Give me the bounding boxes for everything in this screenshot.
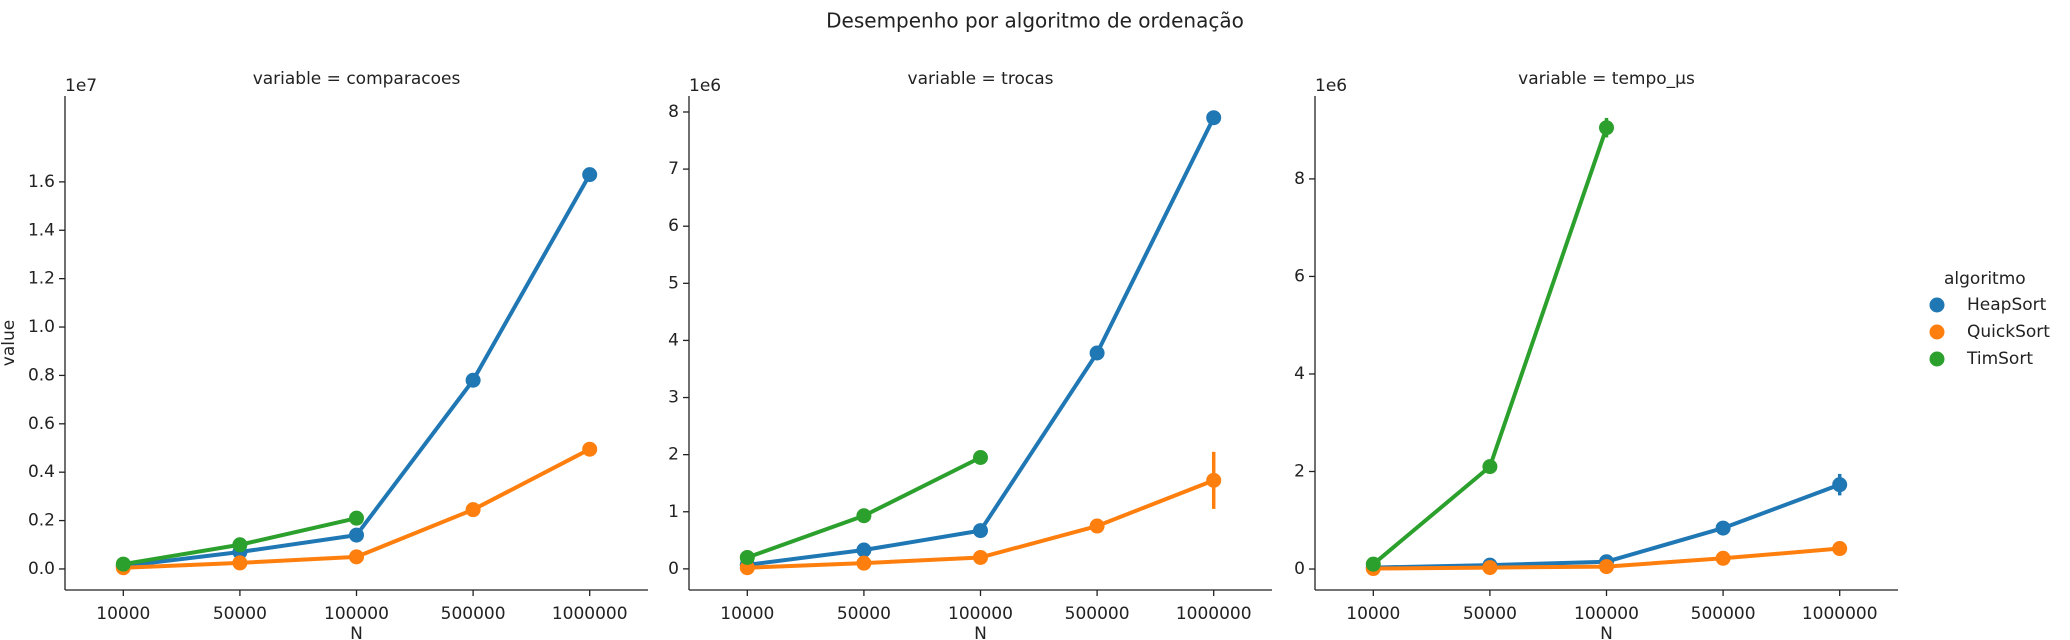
point: [1089, 345, 1105, 361]
y-tick-label: 1.0: [28, 317, 55, 337]
point: [856, 542, 872, 558]
x-tick-label: 1000000: [1176, 604, 1252, 624]
point: [1365, 556, 1381, 572]
point: [1832, 477, 1848, 493]
series-line: [747, 116, 1216, 567]
y-tick-label: 6: [668, 216, 679, 236]
point: [582, 441, 598, 457]
x-tick-label: 10000: [1346, 604, 1400, 624]
x-tick-label: 50000: [1463, 604, 1517, 624]
x-tick-label: 100000: [1574, 604, 1639, 624]
figure-title: Desempenho por algoritmo de ordenação: [826, 9, 1244, 33]
offset-label: 1e6: [689, 76, 721, 96]
y-tick-label: 0.8: [28, 365, 55, 385]
point: [1482, 459, 1498, 475]
y-tick-label: 7: [668, 159, 679, 179]
point: [232, 537, 248, 553]
point: [1599, 559, 1614, 575]
x-tick-label: 10000: [96, 604, 150, 624]
legend-marker: [1929, 297, 1945, 313]
y-tick-label: 0.2: [28, 511, 55, 531]
y-tick-label: 4: [1294, 364, 1305, 384]
legend-marker: [1929, 351, 1945, 367]
point: [739, 560, 755, 576]
y-tick-label: 1.4: [28, 220, 55, 240]
y-tick-label: 2: [668, 445, 679, 465]
x-axis-label: N: [974, 624, 987, 640]
point: [1715, 520, 1731, 536]
x-tick-label: 10000: [720, 604, 774, 624]
point: [232, 555, 248, 571]
x-tick-label: 500000: [1691, 604, 1756, 624]
x-tick-label: 50000: [213, 604, 267, 624]
y-tick-label: 4: [668, 330, 679, 350]
point: [739, 549, 755, 565]
point: [465, 502, 481, 518]
x-tick-label: 1000000: [552, 604, 628, 624]
legend-label: HeapSort: [1967, 295, 2047, 315]
point: [973, 523, 988, 539]
point: [349, 510, 364, 526]
y-tick-label: 6: [1294, 266, 1305, 286]
x-tick-label: 500000: [1065, 604, 1130, 624]
point: [973, 549, 988, 565]
point: [349, 549, 364, 565]
y-tick-label: 1.2: [28, 269, 55, 289]
point: [465, 372, 481, 388]
point: [115, 556, 131, 572]
y-axis-label: value: [0, 320, 19, 366]
point: [1599, 120, 1614, 136]
point: [1089, 518, 1105, 534]
x-tick-label: 1000000: [1802, 604, 1878, 624]
panel-title: variable = tempo_µs: [1518, 69, 1695, 89]
point: [1206, 472, 1222, 488]
x-tick-label: 50000: [837, 604, 891, 624]
panel-title: variable = trocas: [908, 69, 1054, 89]
y-tick-label: 0: [1294, 559, 1305, 579]
point: [1206, 110, 1222, 126]
point: [582, 167, 598, 183]
legend-label: QuickSort: [1967, 322, 2050, 342]
point: [1715, 550, 1731, 566]
y-tick-label: 2: [1294, 461, 1305, 481]
y-tick-label: 0: [668, 559, 679, 579]
x-axis-label: N: [350, 624, 363, 640]
point: [856, 508, 872, 524]
x-tick-label: 100000: [948, 604, 1013, 624]
y-tick-label: 8: [1294, 169, 1305, 189]
series-line: [1372, 127, 1609, 566]
offset-label: 1e6: [1315, 76, 1347, 96]
legend-label: TimSort: [1966, 349, 2033, 369]
y-tick-label: 0.0: [28, 559, 55, 579]
y-tick-label: 1: [668, 502, 679, 522]
point: [973, 450, 988, 466]
y-tick-label: 8: [668, 102, 679, 122]
y-tick-label: 3: [668, 388, 679, 408]
y-tick-label: 1.6: [28, 172, 55, 192]
legend-marker: [1929, 324, 1945, 340]
y-tick-label: 5: [668, 273, 679, 293]
x-tick-label: 100000: [324, 604, 389, 624]
point: [349, 527, 364, 543]
point: [1482, 560, 1498, 576]
point: [856, 555, 872, 571]
legend-title: algoritmo: [1944, 269, 2026, 289]
x-axis-label: N: [1600, 624, 1613, 640]
y-tick-label: 0.6: [28, 414, 55, 434]
series-line: [123, 173, 592, 569]
point: [1832, 541, 1848, 557]
y-tick-label: 0.4: [28, 462, 55, 482]
x-tick-label: 500000: [441, 604, 506, 624]
series-line: [746, 455, 982, 560]
offset-label: 1e7: [65, 76, 97, 96]
panel-title: variable = comparacoes: [253, 69, 461, 89]
